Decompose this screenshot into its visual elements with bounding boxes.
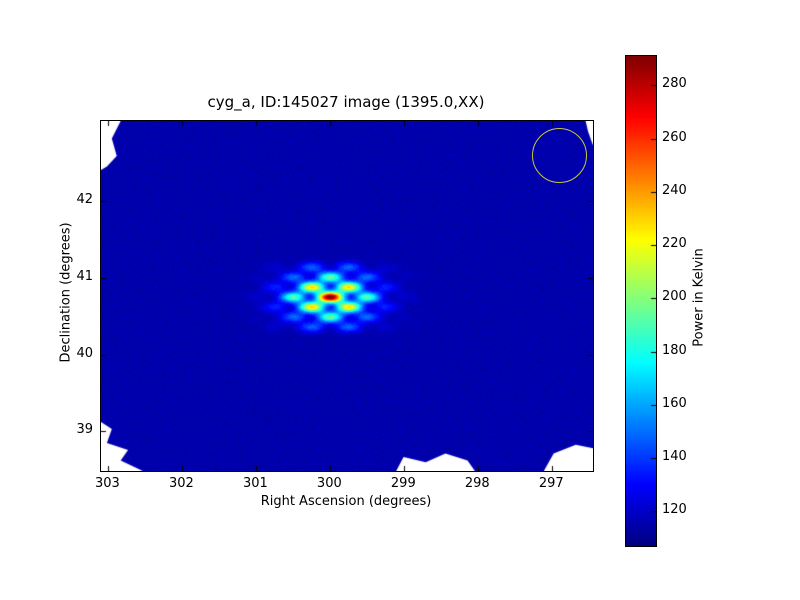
x-tick-label: 300 [311,476,347,492]
figure: cyg_a, ID:145027 image (1395.0,XX) Right… [0,0,800,600]
x-tick-label: 298 [459,476,495,492]
y-axis-label: Declination (degrees) [59,143,74,443]
colorbar-tick-label: 280 [662,76,702,92]
y-tick-label: 40 [55,346,93,362]
x-tick-label: 302 [163,476,199,492]
colorbar-tick-label: 220 [662,236,702,252]
colorbar [625,55,657,547]
colorbar-tick-label: 240 [662,183,702,199]
x-axis-label: Right Ascension (degrees) [100,494,592,509]
colorbar-tick-label: 260 [662,130,702,146]
y-tick-label: 42 [55,192,93,208]
y-tick-label: 39 [55,422,93,438]
y-tick-label: 41 [55,269,93,285]
x-tick-label: 301 [237,476,273,492]
plot-title: cyg_a, ID:145027 image (1395.0,XX) [100,93,592,111]
colorbar-tick-label: 120 [662,502,702,518]
colorbar-tick-label: 180 [662,343,702,359]
x-tick-label: 297 [533,476,569,492]
colorbar-tick-label: 160 [662,396,702,412]
x-tick-label: 299 [385,476,421,492]
x-tick-label: 303 [89,476,125,492]
heatmap-image [100,120,594,472]
beam-circle [532,128,587,183]
colorbar-tick-label: 200 [662,289,702,305]
colorbar-tick-label: 140 [662,449,702,465]
